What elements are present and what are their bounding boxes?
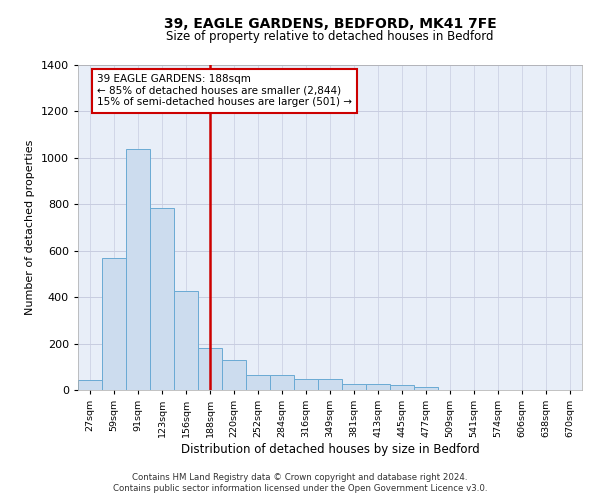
Bar: [294, 379, 318, 390]
Text: 39 EAGLE GARDENS: 188sqm
← 85% of detached houses are smaller (2,844)
15% of sem: 39 EAGLE GARDENS: 188sqm ← 85% of detach…: [97, 74, 352, 108]
X-axis label: Distribution of detached houses by size in Bedford: Distribution of detached houses by size …: [181, 443, 479, 456]
Bar: [342, 384, 366, 390]
Bar: [222, 360, 246, 390]
Bar: [366, 384, 390, 390]
Text: Contains public sector information licensed under the Open Government Licence v3: Contains public sector information licen…: [113, 484, 487, 493]
Text: Contains HM Land Registry data © Crown copyright and database right 2024.: Contains HM Land Registry data © Crown c…: [132, 472, 468, 482]
Bar: [102, 258, 126, 390]
Bar: [150, 208, 174, 390]
Bar: [126, 148, 150, 390]
Bar: [270, 376, 294, 390]
Bar: [174, 292, 198, 390]
Bar: [198, 348, 222, 390]
Y-axis label: Number of detached properties: Number of detached properties: [25, 140, 35, 315]
Bar: [414, 387, 438, 390]
Bar: [246, 376, 270, 390]
Text: Size of property relative to detached houses in Bedford: Size of property relative to detached ho…: [166, 30, 494, 43]
Text: 39, EAGLE GARDENS, BEDFORD, MK41 7FE: 39, EAGLE GARDENS, BEDFORD, MK41 7FE: [164, 18, 496, 32]
Bar: [318, 379, 342, 390]
Bar: [390, 386, 414, 390]
Bar: [78, 380, 102, 390]
